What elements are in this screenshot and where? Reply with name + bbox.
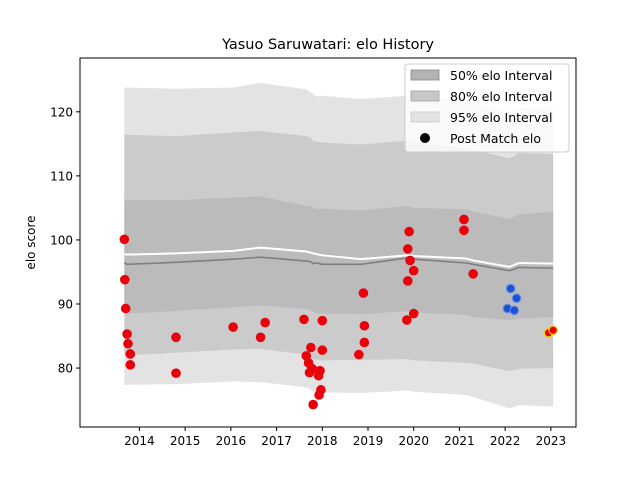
x-tick-label: 2018 xyxy=(307,434,338,448)
post-match-point xyxy=(171,332,181,343)
legend-swatch-95 xyxy=(410,111,440,123)
y-tick-label: 120 xyxy=(50,105,73,119)
post-match-point xyxy=(505,283,516,294)
x-tick-label: 2017 xyxy=(261,434,292,448)
post-match-point xyxy=(511,293,522,304)
post-match-point xyxy=(468,269,478,279)
y-tick-label: 100 xyxy=(50,233,73,247)
post-match-point xyxy=(358,288,369,298)
post-match-point xyxy=(509,305,520,316)
y-tick-label: 80 xyxy=(58,362,73,376)
x-tick-label: 2023 xyxy=(536,434,567,448)
post-match-point xyxy=(125,349,136,359)
plot-frame xyxy=(79,57,577,428)
band-50 xyxy=(124,196,554,321)
post-match-point xyxy=(408,308,419,319)
legend-marker-post-match xyxy=(420,133,430,143)
x-tick-label: 2016 xyxy=(216,434,247,448)
post-match-point xyxy=(359,337,370,348)
trend-lines xyxy=(123,246,554,272)
post-match-point xyxy=(299,314,309,325)
x-tick-label: 2014 xyxy=(124,434,155,448)
post-match-points xyxy=(119,214,558,410)
legend-swatch-80 xyxy=(410,90,440,102)
post-match-point xyxy=(125,360,136,370)
legend-label-95: 95% elo Interval xyxy=(450,110,552,125)
post-match-point xyxy=(408,265,419,276)
legend-box xyxy=(404,63,570,153)
post-match-point xyxy=(307,363,318,374)
x-tick-label: 2021 xyxy=(444,434,475,448)
legend: 50% elo Interval 80% elo Interval 95% el… xyxy=(404,63,570,153)
x-tick-label: 2015 xyxy=(170,434,201,448)
post-match-point xyxy=(316,385,326,395)
post-match-point xyxy=(122,329,132,339)
post-match-point xyxy=(120,274,130,285)
post-match-point xyxy=(306,342,316,353)
post-match-point xyxy=(404,226,414,237)
post-match-point xyxy=(123,338,133,349)
post-match-point xyxy=(119,234,130,245)
post-match-point xyxy=(459,214,469,225)
post-match-point xyxy=(354,349,364,360)
post-match-point xyxy=(315,365,325,376)
post-match-point xyxy=(548,325,558,336)
post-match-point xyxy=(260,317,270,328)
legend-swatch-50 xyxy=(410,69,440,81)
post-match-point xyxy=(120,303,131,314)
post-match-point xyxy=(459,225,469,236)
post-match-point xyxy=(402,244,413,254)
chart-title: Yasuo Saruwatari: elo History xyxy=(221,37,434,53)
x-tick-label: 2020 xyxy=(398,434,429,448)
post-match-point xyxy=(402,315,412,325)
post-match-point xyxy=(171,368,181,378)
median-line xyxy=(123,256,554,272)
post-match-point xyxy=(359,320,370,331)
y-tick-label: 110 xyxy=(50,169,73,183)
x-tick-label: 2022 xyxy=(490,434,521,448)
post-match-point xyxy=(317,345,328,355)
y-axis: 80 90 100 110 120 xyxy=(50,105,80,376)
legend-label-post-match: Post Match elo xyxy=(450,131,541,146)
x-tick-label: 2019 xyxy=(353,434,384,448)
post-match-point xyxy=(228,322,238,332)
mean-line xyxy=(124,246,554,268)
post-match-point xyxy=(402,276,413,286)
y-axis-label: elo score xyxy=(24,215,38,269)
legend-label-80: 80% elo Interval xyxy=(450,89,552,104)
x-axis: 2014 2015 2016 2017 2018 2019 2020 2021 2022 2023 xyxy=(124,427,566,448)
post-match-point xyxy=(308,399,318,410)
legend-label-50: 50% elo Interval xyxy=(450,68,552,83)
post-match-point xyxy=(405,255,415,266)
post-match-point xyxy=(317,315,328,326)
post-match-point xyxy=(255,332,266,343)
y-tick-label: 90 xyxy=(58,298,73,312)
